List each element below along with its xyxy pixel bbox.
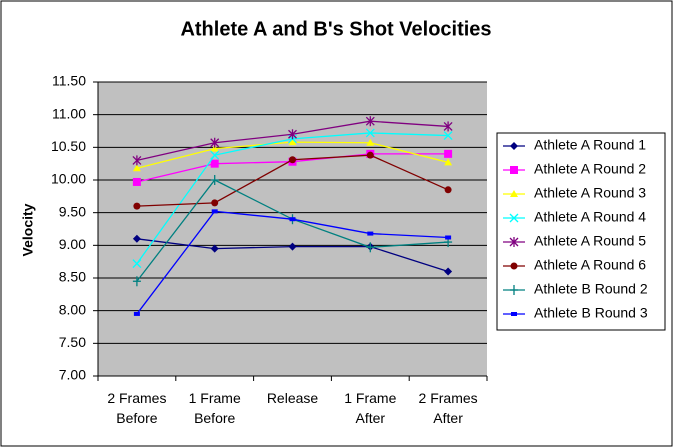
data-point [210, 159, 219, 168]
data-point [210, 150, 220, 160]
x-tick-label: 2 Frames After [418, 390, 478, 426]
data-point [444, 149, 453, 158]
data-point [132, 276, 141, 287]
legend-label: Athlete A Round 6 [534, 257, 646, 273]
data-point [132, 259, 142, 269]
legend-label: Athlete A Round 2 [534, 161, 646, 177]
data-point [366, 138, 375, 146]
legend-label: Athlete A Round 3 [534, 185, 646, 201]
marker-stroke [132, 259, 142, 269]
data-point [210, 175, 219, 185]
marker-stroke [365, 128, 375, 138]
legend-swatch [510, 166, 518, 174]
data-point [366, 151, 374, 159]
y-axis-title: Velocity [20, 203, 36, 256]
data-point [132, 177, 141, 186]
x-tick-label: 1 Frame After [344, 390, 397, 426]
data-point [132, 234, 141, 243]
y-tick-label: 11.00 [52, 105, 86, 121]
legend-label: Athlete A Round 1 [534, 137, 646, 153]
data-point [132, 164, 141, 172]
legend-swatch [509, 237, 519, 247]
y-tick-label: 9.00 [59, 236, 86, 252]
marker-stroke [443, 131, 453, 141]
data-point [444, 158, 453, 166]
data-point [211, 209, 218, 214]
data-point [132, 155, 142, 166]
x-tick-label: Release [266, 390, 319, 406]
data-point [210, 144, 219, 152]
data-point [443, 131, 453, 141]
data-point [133, 311, 140, 316]
x-tick-label: 1 Frame Before [188, 390, 241, 426]
y-tick-label: 9.50 [59, 203, 86, 219]
y-tick-label: 7.50 [59, 334, 86, 350]
x-tick-label: 2 Frames Before [107, 390, 167, 426]
legend-label: Athlete A Round 4 [534, 209, 646, 225]
data-point [288, 138, 297, 146]
data-point [211, 199, 219, 207]
data-point [289, 156, 296, 164]
legend-box [496, 132, 666, 331]
y-tick-label: 10.50 [51, 138, 86, 154]
data-point [366, 242, 375, 253]
plot-area [98, 82, 487, 376]
marker-stroke [509, 213, 519, 223]
y-tick-label: 11.50 [52, 73, 86, 89]
data-point [210, 244, 219, 253]
data-point [210, 137, 220, 148]
data-point [444, 186, 452, 194]
marker-stroke [210, 150, 220, 160]
legend-label: Athlete B Round 3 [534, 305, 648, 321]
y-tick-label: 10.00 [51, 171, 86, 187]
legend-swatch [510, 190, 518, 197]
data-point [444, 267, 453, 276]
legend-swatch [510, 142, 518, 150]
y-tick-label: 8.00 [59, 301, 86, 317]
data-point [133, 202, 141, 210]
data-point [289, 217, 296, 222]
data-point [445, 235, 452, 240]
legend-swatch [510, 285, 518, 295]
legend-swatch [511, 312, 517, 316]
data-point [365, 128, 375, 138]
data-point [443, 121, 453, 132]
legend-label: Athlete B Round 2 [534, 281, 648, 297]
data-point [288, 242, 297, 251]
legend-swatch [509, 213, 519, 223]
y-tick-label: 8.50 [59, 269, 86, 285]
data-point [365, 116, 375, 127]
legend-swatch [510, 262, 518, 270]
data-point [288, 129, 297, 140]
y-tick-label: 7.00 [59, 367, 86, 383]
legend-label: Athlete A Round 5 [534, 233, 646, 249]
data-point [367, 231, 374, 236]
chart-title: Athlete A and B's Shot Velocities [180, 18, 491, 40]
